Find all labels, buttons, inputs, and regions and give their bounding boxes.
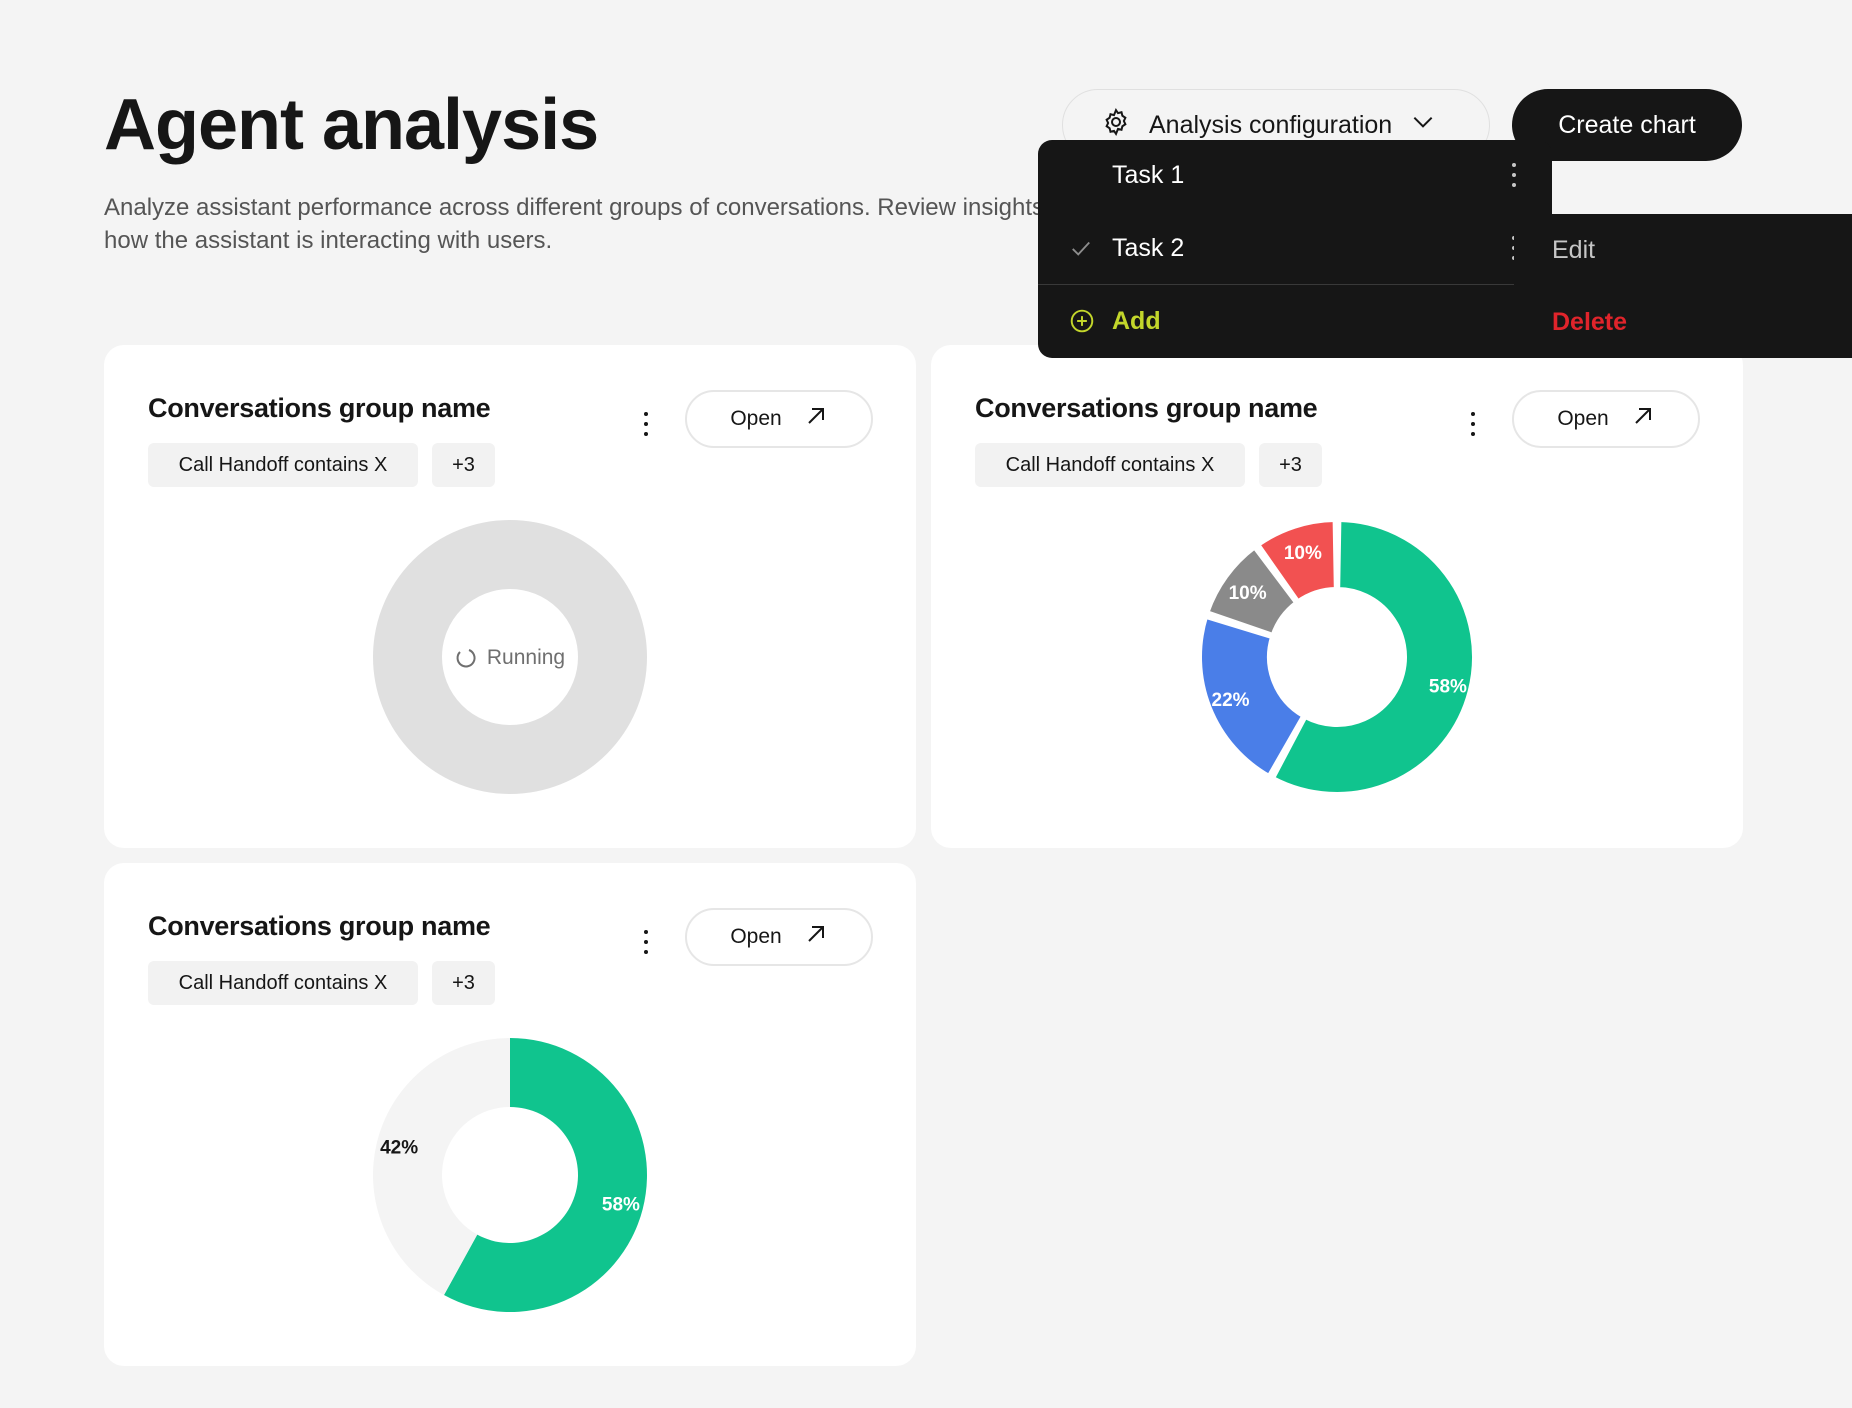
chart-card: Conversations group name Open Call Hando… [104, 863, 916, 1366]
donut-slice[interactable] [1271, 518, 1476, 796]
open-label: Open [1557, 407, 1609, 430]
gear-icon [1101, 107, 1131, 144]
dropdown-add-item[interactable]: Add [1038, 286, 1522, 356]
loading-spinner-icon [456, 649, 476, 668]
open-button[interactable]: Open [685, 908, 873, 966]
filter-chip[interactable]: Call Handoff contains X [975, 443, 1245, 487]
slice-label: 58% [602, 1194, 640, 1215]
donut-chart: 58% 42% [373, 1038, 647, 1312]
donut-slice[interactable] [373, 1038, 510, 1296]
more-filters-chip[interactable]: +3 [432, 443, 495, 487]
card-title: Conversations group name [148, 393, 491, 423]
card-more-options-icon[interactable] [634, 409, 658, 439]
open-label: Open [730, 407, 782, 430]
more-filters-chip[interactable]: +3 [1259, 443, 1322, 487]
delete-menu-item[interactable]: Delete [1552, 308, 1628, 336]
slice-label: 42% [380, 1138, 418, 1159]
open-label: Open [730, 925, 782, 948]
chart-card: Conversations group name Open Call Hando… [931, 345, 1743, 848]
slice-label: 58% [1429, 676, 1467, 697]
add-label: Add [1112, 306, 1161, 335]
open-button[interactable]: Open [685, 390, 873, 448]
task-options-submenu: Edit Delete [1514, 214, 1852, 358]
donut-slice[interactable] [443, 1038, 647, 1312]
donut-slice[interactable] [1256, 518, 1338, 604]
donut-slice[interactable] [1198, 614, 1306, 778]
edit-menu-item[interactable]: Edit [1552, 236, 1596, 264]
dropdown-item-label: Task 1 [1112, 160, 1185, 189]
open-button[interactable]: Open [1512, 390, 1700, 448]
more-options-icon[interactable] [1502, 160, 1526, 190]
dropdown-divider [1038, 284, 1522, 285]
donut-placeholder-ring [373, 520, 647, 794]
card-more-options-icon[interactable] [1461, 409, 1485, 439]
arrow-up-right-icon [1631, 404, 1655, 434]
slice-label: 10% [1229, 583, 1267, 604]
more-filters-chip[interactable]: +3 [432, 961, 495, 1005]
chart-status-text: Running [487, 646, 565, 669]
page-description: Analyze assistant performance across dif… [104, 194, 1198, 254]
arrow-up-right-icon [804, 922, 828, 952]
check-icon [1070, 237, 1092, 266]
dropdown-item-task-2[interactable]: Task 2 [1038, 213, 1522, 283]
donut-chart: 58% 22% 10% 10% [1198, 518, 1476, 796]
analysis-configuration-label: Analysis configuration [1149, 110, 1393, 139]
donut-chart: Running [373, 520, 647, 794]
donut-slice[interactable] [1205, 545, 1299, 637]
slice-label: 10% [1284, 543, 1322, 564]
dropdown-item-task-1[interactable]: Task 1 [1038, 140, 1522, 210]
card-title: Conversations group name [148, 911, 491, 941]
dropdown-item-label: Task 2 [1112, 233, 1185, 262]
chart-card: Conversations group name Open Call Hando… [104, 345, 916, 848]
arrow-up-right-icon [804, 404, 828, 434]
slice-label: 22% [1212, 690, 1250, 711]
add-circle-icon [1069, 308, 1095, 341]
page-title: Agent analysis [104, 85, 599, 165]
chevron-down-icon [1410, 109, 1436, 142]
card-title: Conversations group name [975, 393, 1318, 423]
configuration-dropdown: Task 1 Task 2 Add [1038, 140, 1552, 358]
filter-chip[interactable]: Call Handoff contains X [148, 961, 418, 1005]
filter-chip[interactable]: Call Handoff contains X [148, 443, 418, 487]
card-more-options-icon[interactable] [634, 927, 658, 957]
